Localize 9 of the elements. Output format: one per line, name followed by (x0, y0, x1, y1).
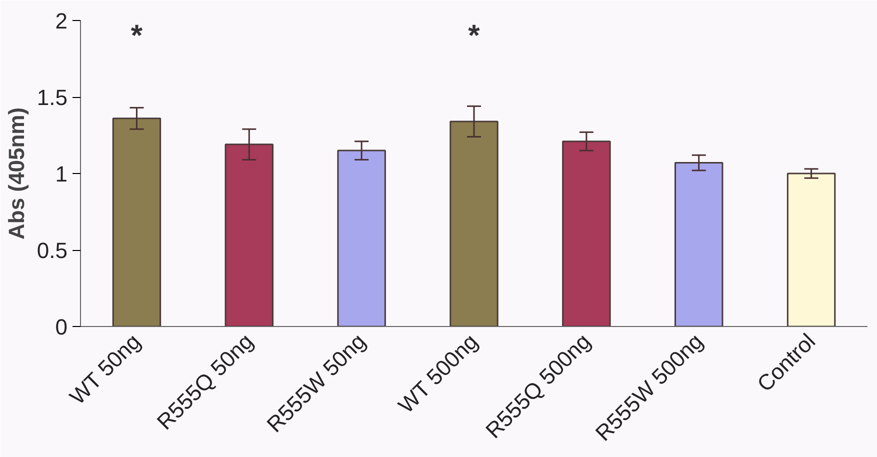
bar (786, 172, 836, 326)
annotation: * (468, 19, 480, 52)
y-tick-label: 0 (55, 314, 68, 340)
y-axis-title: Abs (405nm) (4, 107, 29, 240)
annotation: * (130, 19, 143, 52)
y-tick-label: 1 (55, 162, 68, 186)
y-tick-label: 1.5 (36, 85, 68, 110)
y-tick-label: 2 (55, 8, 68, 34)
y-tick-label: 0.5 (36, 238, 68, 263)
